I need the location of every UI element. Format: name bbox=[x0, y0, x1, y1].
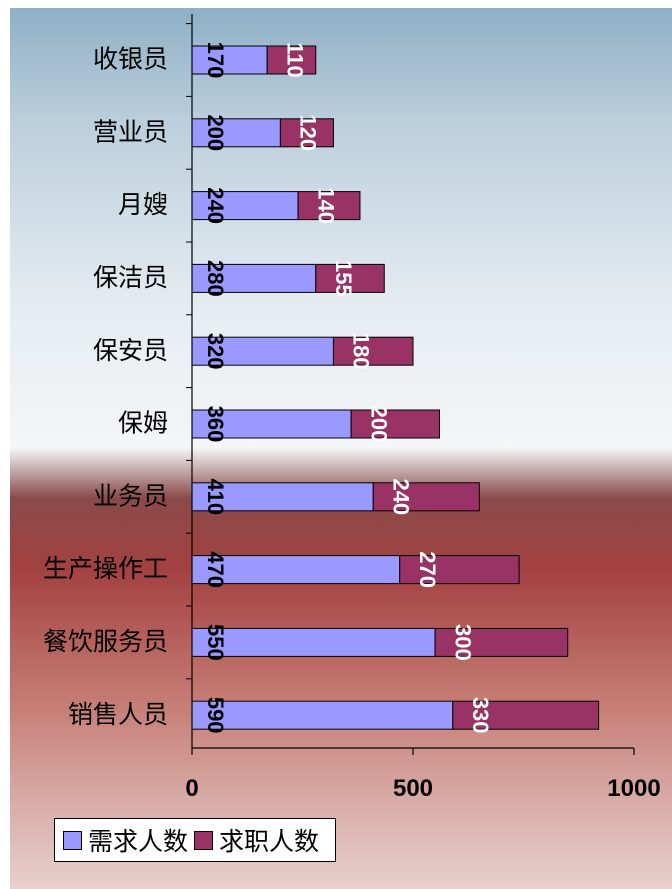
category-label-3: 保洁员 bbox=[93, 264, 168, 292]
value-label-demand-9: 590 bbox=[203, 697, 228, 734]
value-label-demand-6: 410 bbox=[203, 478, 228, 515]
value-label-supply-1: 120 bbox=[296, 114, 321, 151]
legend-item-supply: 求职人数 bbox=[194, 822, 319, 858]
category-label-0: 收银员 bbox=[93, 46, 168, 74]
value-label-supply-7: 270 bbox=[415, 551, 440, 588]
legend-swatch-demand bbox=[63, 830, 82, 850]
bar-demand-1 bbox=[191, 118, 281, 148]
value-label-supply-4: 180 bbox=[349, 333, 374, 370]
bar-supply-0 bbox=[266, 45, 317, 75]
value-label-supply-9: 330 bbox=[468, 697, 493, 734]
category-label-7: 生产操作工 bbox=[43, 555, 168, 583]
x-tick-label-2: 1000 bbox=[607, 775, 660, 802]
value-label-demand-5: 360 bbox=[203, 406, 228, 443]
bar-supply-9 bbox=[452, 700, 600, 730]
stacked-bar-chart: 170 110 收银员 200 120 营业员 240 140 月嫂 280 155 保洁员 320 18… bbox=[43, 14, 661, 802]
bar-demand-3 bbox=[191, 263, 317, 293]
legend: 需求人数 求职人数 bbox=[54, 818, 337, 862]
chart-area: 170 110 收银员 200 120 营业员 240 140 月嫂 280 155 保洁员 320 18… bbox=[10, 8, 672, 889]
category-label-5: 保姆 bbox=[118, 410, 168, 438]
value-label-demand-3: 280 bbox=[203, 260, 228, 297]
legend-label-supply: 求职人数 bbox=[219, 827, 320, 856]
value-label-demand-7: 470 bbox=[203, 551, 228, 588]
value-label-demand-4: 320 bbox=[203, 333, 228, 370]
bar-supply-8 bbox=[434, 627, 569, 657]
category-label-8: 餐饮服务员 bbox=[43, 628, 168, 656]
legend-swatch-supply bbox=[194, 830, 214, 850]
value-label-supply-5: 200 bbox=[366, 406, 391, 443]
x-tick-label-1: 500 bbox=[393, 775, 433, 802]
value-label-demand-2: 240 bbox=[203, 187, 228, 224]
value-label-supply-0: 110 bbox=[282, 42, 307, 78]
x-tick-label-0: 0 bbox=[185, 775, 198, 802]
labels-layer: 170 110 收银员 200 120 营业员 240 140 月嫂 280 155 保洁员 320 18… bbox=[43, 42, 661, 802]
category-label-1: 营业员 bbox=[93, 118, 168, 146]
bars-layer bbox=[191, 45, 600, 730]
category-label-9: 销售人员 bbox=[68, 701, 168, 729]
value-label-demand-8: 550 bbox=[203, 624, 228, 661]
bar-supply-7 bbox=[399, 555, 520, 585]
bar-supply-5 bbox=[350, 409, 441, 439]
category-label-6: 业务员 bbox=[93, 482, 168, 510]
bar-demand-2 bbox=[191, 191, 299, 221]
value-label-supply-8: 300 bbox=[450, 624, 475, 661]
bar-supply-2 bbox=[297, 191, 361, 221]
category-label-2: 月嫂 bbox=[118, 191, 168, 219]
bar-supply-1 bbox=[279, 118, 334, 148]
legend-label-demand: 需求人数 bbox=[88, 827, 189, 856]
bar-supply-4 bbox=[332, 336, 414, 366]
category-label-4: 保安员 bbox=[93, 337, 168, 365]
bar-demand-6 bbox=[191, 482, 374, 512]
value-label-demand-0: 170 bbox=[203, 42, 228, 79]
axis-layer bbox=[186, 14, 635, 755]
value-label-supply-6: 240 bbox=[388, 478, 413, 515]
bar-supply-3 bbox=[315, 263, 385, 293]
bar-demand-9 bbox=[191, 700, 454, 730]
value-label-supply-3: 155 bbox=[331, 260, 356, 297]
legend-item-demand: 需求人数 bbox=[63, 822, 188, 858]
value-label-demand-1: 200 bbox=[203, 114, 228, 151]
bar-demand-7 bbox=[191, 555, 401, 585]
value-label-supply-2: 140 bbox=[313, 187, 338, 224]
bar-supply-6 bbox=[372, 482, 480, 512]
